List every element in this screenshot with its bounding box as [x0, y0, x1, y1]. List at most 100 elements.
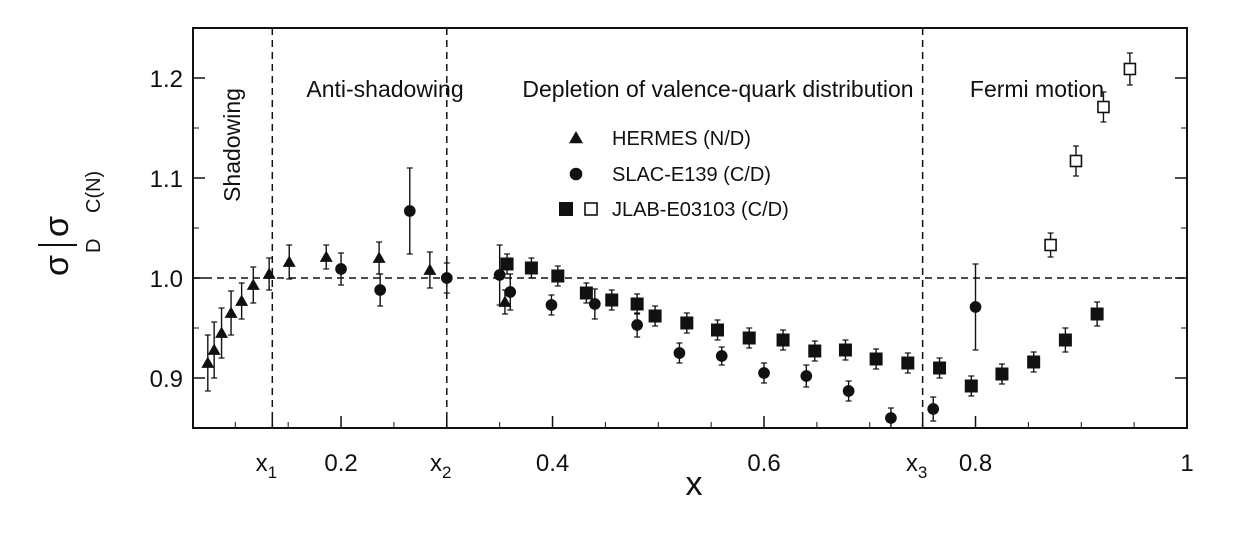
region-label: Shadowing — [219, 88, 245, 202]
data-point-triangle — [246, 278, 260, 290]
x-marker-subscript: 3 — [918, 463, 927, 482]
guide-lines — [193, 28, 1187, 428]
data-series — [201, 52, 1137, 429]
data-point-circle — [673, 347, 686, 359]
x-marker-symbol: x — [906, 450, 918, 477]
data-point-triangle — [207, 343, 221, 355]
y-tick-label: 1.2 — [150, 66, 183, 93]
x-marker-label: x2 — [430, 450, 451, 482]
legend-label: JLAB-E03103 (C/D) — [612, 199, 789, 221]
x-marker-label: x1 — [256, 450, 277, 482]
x-marker-symbol: x — [430, 450, 442, 477]
data-point-square-filled — [838, 343, 852, 357]
region-label: Fermi motion — [970, 76, 1104, 102]
x-marker-subscript: 1 — [268, 463, 277, 482]
data-point-triangle — [224, 306, 238, 318]
y-label-denominator-sup: D — [83, 239, 105, 253]
region-label: Anti-shadowing — [306, 76, 463, 102]
data-point-circle — [403, 205, 416, 217]
data-point-triangle — [215, 326, 229, 338]
data-point-square-open — [1069, 154, 1083, 168]
data-point-circle — [504, 286, 517, 298]
data-point-square-filled — [742, 331, 756, 345]
legend-marker-square-open — [584, 202, 598, 216]
data-point-square-filled — [500, 257, 514, 271]
data-point-circle — [588, 298, 601, 310]
legend-label: SLAC-E139 (C/D) — [612, 164, 771, 186]
region-labels: Shadowing Anti-shadowing Depletion of vale… — [219, 76, 1104, 202]
series-square-filled — [500, 253, 1104, 397]
data-point-triangle — [498, 295, 512, 307]
data-point-triangle — [372, 251, 386, 263]
data-point-square-filled — [933, 361, 947, 375]
x-marker-symbol: x — [256, 450, 268, 477]
series-triangle — [201, 241, 512, 392]
data-point-circle — [885, 412, 897, 424]
data-point-square-filled — [524, 261, 538, 275]
data-point-square-filled — [776, 333, 790, 347]
data-point-square-filled — [710, 323, 724, 337]
data-point-circle — [758, 367, 770, 379]
data-point-triangle — [423, 263, 437, 275]
data-point-triangle — [319, 250, 333, 262]
data-point-square-filled — [901, 356, 915, 370]
y-label-numerator-symbol: σ — [38, 216, 76, 237]
data-point-square-filled — [579, 286, 593, 300]
x-tick-label: 0.6 — [747, 450, 780, 477]
x-tick-label: 0.4 — [536, 450, 569, 477]
series-square-open — [1044, 52, 1137, 258]
data-point-triangle — [235, 294, 249, 306]
data-point-square-filled — [995, 367, 1009, 381]
data-point-circle — [440, 272, 453, 284]
data-point-square-filled — [808, 344, 822, 358]
x-marker-label: x3 — [906, 450, 927, 482]
data-point-circle — [842, 385, 855, 397]
data-point-circle — [631, 319, 643, 331]
data-point-triangle — [201, 356, 215, 368]
data-point-circle — [545, 299, 558, 311]
y-tick-label: 1.0 — [150, 266, 183, 293]
data-point-square-filled — [605, 293, 619, 307]
data-point-square-filled — [964, 379, 978, 393]
legend-marker-triangle — [569, 131, 583, 144]
data-point-circle — [800, 370, 813, 382]
data-point-circle — [493, 269, 506, 281]
x-tick-label: 0.8 — [959, 450, 992, 477]
x-axis-label: x — [686, 465, 703, 503]
region-label: Depletion of valence-quark distribution — [522, 76, 913, 102]
data-point-circle — [927, 403, 940, 415]
data-point-triangle — [282, 255, 296, 267]
y-tick-label: 1.1 — [150, 166, 183, 193]
axis-ticks: x1 x2 x30.2 0.4 0.6 0.8 10.91.01.11.2 — [150, 66, 1194, 482]
data-point-square-filled — [630, 297, 644, 311]
data-point-circle — [374, 284, 387, 296]
legend-item: SLAC-E139 (C/D) — [569, 164, 771, 186]
legend: HERMES (N/D) SLAC-E139 (C/D) JLAB-E03103 (… — [559, 128, 789, 221]
legend-item: HERMES (N/D) — [569, 128, 751, 150]
data-point-square-filled — [1090, 307, 1104, 321]
y-label-numerator-sup: C(N) — [83, 171, 105, 213]
data-point-square-open — [1097, 100, 1110, 114]
data-point-square-open — [1044, 238, 1057, 252]
y-label-denominator-symbol: σ — [38, 255, 76, 276]
data-point-triangle — [262, 267, 276, 279]
x-marker-subscript: 2 — [442, 463, 451, 482]
data-point-circle — [969, 301, 982, 313]
legend-marker-circle — [569, 167, 583, 181]
data-point-circle — [335, 263, 347, 275]
data-point-square-open — [1123, 62, 1137, 76]
y-tick-label: 0.9 — [150, 366, 183, 393]
data-point-square-filled — [680, 316, 694, 330]
series-circle — [335, 167, 982, 429]
legend-item: JLAB-E03103 (C/D) — [559, 199, 789, 221]
data-point-square-filled — [648, 309, 662, 323]
data-point-square-filled — [869, 352, 883, 366]
data-point-circle — [715, 350, 728, 362]
x-tick-label: 0.2 — [324, 450, 357, 477]
legend-label: HERMES (N/D) — [612, 128, 751, 150]
legend-marker-square-filled — [559, 202, 573, 216]
data-point-square-filled — [1027, 355, 1041, 369]
data-point-square-filled — [1058, 333, 1072, 347]
